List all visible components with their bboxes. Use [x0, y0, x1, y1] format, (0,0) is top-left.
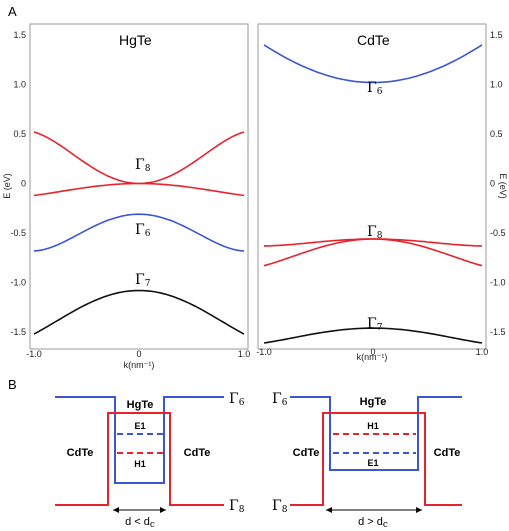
left-gamma7-label: Γ7	[135, 272, 151, 289]
x-tick-label: -1.0	[256, 347, 272, 357]
left-top-band-label: Γ6	[229, 391, 245, 408]
x-tick-label: 0	[136, 349, 141, 359]
left-width-label: d < dc	[125, 516, 155, 530]
x-tick-label: 1.0	[238, 349, 251, 359]
band-curve-right-2	[263, 238, 483, 267]
right-plot-title: CdTe	[357, 32, 390, 48]
right-plot-frame	[257, 23, 487, 350]
right-y-axis-label: E (eV)	[498, 173, 508, 199]
left-gamma6-band-edge	[55, 396, 224, 484]
y-tick-label-right: -0.5	[490, 228, 506, 238]
band-curve-left-2	[33, 213, 245, 252]
right-gamma6-band-edge	[290, 396, 462, 471]
left-well-label: HgTe	[127, 399, 154, 411]
right-bottom-band-label: Γ8	[272, 498, 288, 515]
band-curve-left-1	[33, 182, 245, 197]
right-width-label: d > dc	[358, 516, 388, 530]
left-y-ticks: 1.5 1.0 0.5 0 -0.5 -1.0 -1.5	[10, 30, 26, 337]
left-barrier-left-label: CdTe	[67, 447, 94, 459]
y-tick-label-left: 1.0	[13, 79, 26, 89]
left-gamma6-label: Γ6	[135, 222, 151, 239]
right-y-ticks: 1.5 1.0 0.5 0 -0.5 -1.0 -1.5	[490, 30, 506, 337]
right-barrier-left-label: CdTe	[293, 447, 320, 459]
right-gamma6-label: Γ6	[367, 80, 383, 97]
y-tick-label-right: 1.5	[490, 30, 503, 40]
y-tick-label-right: 1.0	[490, 79, 503, 89]
y-tick-label-left: -1.0	[10, 278, 26, 288]
right-gamma8-label: Γ8	[367, 224, 383, 241]
y-tick-label-left: 0	[21, 179, 26, 189]
left-upper-level-label: E1	[134, 421, 145, 431]
left-width-arrowhead-left	[113, 507, 119, 513]
quantum-well-diagram-left: HgTe E1 H1 CdTe CdTe Γ6 Γ8 d < dc	[55, 391, 245, 530]
left-barrier-right-label: CdTe	[184, 447, 211, 459]
band-curve-left-3	[33, 289, 245, 335]
right-band-curves	[263, 44, 483, 344]
right-lower-level-label: E1	[367, 458, 378, 468]
quantum-well-diagram-right: HgTe H1 E1 CdTe CdTe Γ6 Γ8 d > dc	[272, 391, 462, 530]
left-lower-level-label: H1	[134, 459, 146, 469]
y-tick-label-right: -1.5	[490, 327, 506, 337]
left-x-ticks: -1.0 0 1.0	[26, 349, 250, 359]
right-gamma8-band-edge	[290, 412, 462, 506]
left-x-axis-label: k(nm⁻¹)	[124, 360, 155, 370]
right-width-arrowhead-left	[326, 507, 332, 513]
left-gamma8-band-edge	[55, 412, 224, 506]
band-curve-right-3	[263, 327, 483, 344]
right-gamma7-label: Γ7	[367, 316, 383, 333]
panel-b-letter: B	[8, 377, 17, 392]
left-gamma8-label: Γ8	[135, 157, 151, 174]
right-upper-level-label: H1	[367, 421, 379, 431]
left-y-axis-label: E (eV)	[2, 173, 12, 199]
right-width-arrowhead-right	[416, 507, 422, 513]
band-curve-right-1	[264, 238, 482, 247]
right-x-ticks: -1.0 0 1.0	[256, 347, 488, 357]
x-tick-label: 0	[370, 347, 375, 357]
right-well-label: HgTe	[360, 396, 387, 408]
left-band-curves	[33, 131, 245, 335]
x-tick-label: -1.0	[26, 349, 42, 359]
left-plot-title: HgTe	[119, 32, 152, 48]
y-tick-label-left: -1.5	[10, 327, 26, 337]
right-x-axis-label: k(nm⁻¹)	[357, 352, 388, 362]
right-barrier-right-label: CdTe	[434, 447, 461, 459]
x-tick-label: 1.0	[476, 347, 489, 357]
y-tick-label-left: -0.5	[10, 228, 26, 238]
y-tick-label-right: 0	[490, 179, 495, 189]
left-plot-frame	[29, 23, 249, 350]
band-curve-right-0	[263, 44, 483, 84]
y-tick-label-right: -1.0	[490, 278, 506, 288]
y-tick-label-left: 1.5	[13, 30, 26, 40]
left-width-arrowhead-right	[160, 507, 166, 513]
right-top-band-label: Γ6	[272, 391, 288, 408]
y-tick-label-left: 0.5	[13, 129, 26, 139]
panel-a-letter: A	[8, 4, 17, 19]
left-bottom-band-label: Γ8	[229, 498, 245, 515]
y-tick-label-right: 0.5	[490, 129, 503, 139]
